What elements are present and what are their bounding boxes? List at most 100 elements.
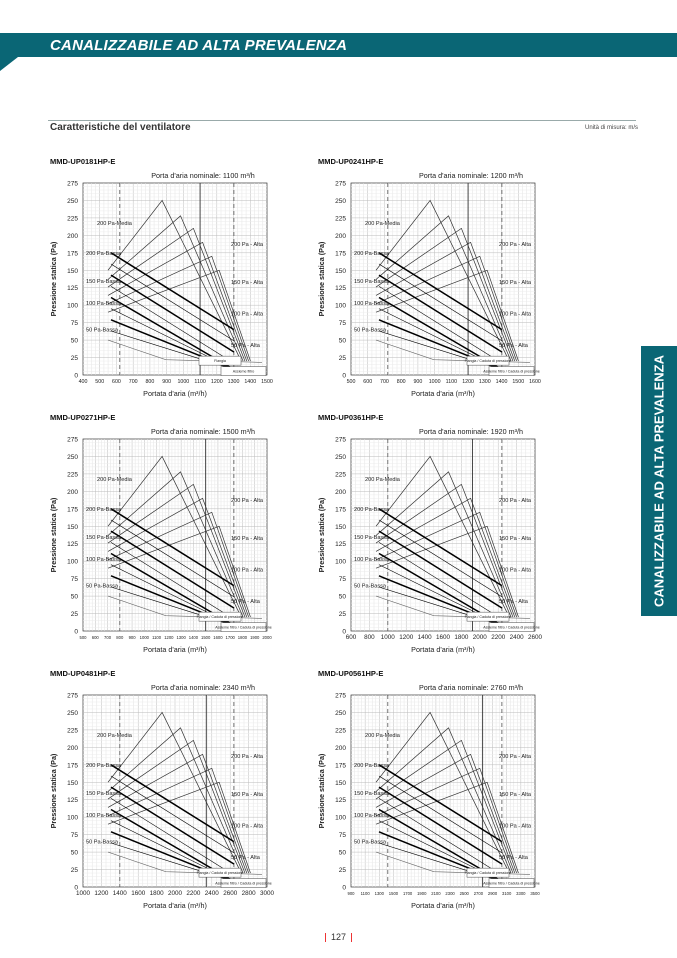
nominal-flow-label: Porta d'aria nominale: 1920 m³/h — [419, 427, 523, 436]
y-tick-label: 0 — [74, 373, 78, 380]
fan-curve — [107, 753, 248, 874]
curve-label-left: 200 Pa-Bassa — [86, 251, 122, 257]
curve-label-left: 200 Pa-Bassa — [86, 507, 122, 513]
curve-label-right: 50 Pa - Alta — [231, 343, 261, 349]
fan-curve — [107, 471, 244, 618]
curve-label-right: 50 Pa - Alta — [231, 855, 261, 861]
fan-curve — [107, 497, 248, 618]
y-tick-label: 0 — [342, 373, 346, 380]
side-tab-label-wrap: CANALIZZABILE AD ALTA PREVALENZA — [641, 346, 677, 616]
curve-label-right: 150 Pa - Alta — [499, 536, 532, 542]
x-tick-label: 700 — [380, 379, 389, 385]
x-axis-label: Portata d'aria (m³/h) — [411, 901, 475, 910]
y-tick-label: 100 — [67, 303, 78, 310]
curve-label-left: 150 Pa-Bassa — [354, 535, 390, 541]
x-tick-label: 2000 — [262, 635, 272, 640]
fan-curve — [375, 455, 510, 618]
fan-curve — [375, 767, 517, 874]
fan-curve — [375, 215, 512, 362]
curve-label-right: 100 Pa - Alta — [499, 824, 532, 830]
page-title: CANALIZZABILE AD ALTA PREVALENZA — [50, 37, 348, 54]
y-tick-label: 50 — [71, 338, 79, 345]
curve-label-left: 200 Pa-Bassa — [354, 251, 390, 257]
y-tick-label: 150 — [335, 780, 346, 787]
x-tick-label: 700 — [104, 635, 112, 640]
chart-svg: 0 25 50 75 100 125 150 175 200 225 250 275 1000 1200 1… — [49, 683, 275, 910]
resistance-curve — [378, 274, 503, 353]
curve-label-left: 50 Pa-Bassa — [86, 840, 119, 846]
resistance-curve — [110, 798, 235, 876]
x-tick-label: 1700 — [226, 635, 236, 640]
y-tick-label: 75 — [71, 320, 79, 327]
x-tick-label: 1100 — [194, 379, 205, 385]
y-tick-label: 0 — [342, 885, 346, 892]
legend-filter-box — [488, 366, 535, 376]
y-tick-label: 25 — [339, 611, 347, 618]
fan-curve — [375, 227, 514, 362]
curve-label-left: 200 Pa-Media — [365, 733, 401, 739]
footer-bar-left — [324, 933, 326, 943]
curve-label-left: 100 Pa-Bassa — [354, 557, 390, 563]
y-tick-label: 125 — [67, 541, 78, 548]
x-axis-label: Portata d'aria (m³/h) — [411, 645, 475, 654]
y-tick-label: 225 — [335, 471, 346, 478]
y-tick-label: 225 — [67, 727, 78, 734]
y-tick-label: 275 — [335, 181, 346, 188]
resistance-curve — [110, 764, 235, 843]
units-note: Unità di misura: m/s — [585, 125, 639, 131]
y-tick-label: 0 — [342, 629, 346, 636]
x-tick-label: 1200 — [164, 635, 174, 640]
fan-chart-2: 0 25 50 75 100 125 150 175 200 225 250 275 500 600 700… — [313, 170, 548, 410]
fan-curve — [107, 711, 242, 874]
y-tick-label: 25 — [71, 611, 79, 618]
y-tick-label: 0 — [74, 885, 78, 892]
x-tick-label: 700 — [129, 379, 138, 385]
x-tick-label: 1400 — [189, 635, 199, 640]
curve-label-right: 100 Pa - Alta — [499, 312, 532, 318]
y-tick-label: 175 — [67, 506, 78, 513]
curve-label-right: 200 Pa - Alta — [231, 242, 264, 248]
curve-label-right: 100 Pa - Alta — [231, 312, 264, 318]
x-tick-label: 1600 — [529, 379, 541, 385]
curve-label-left: 100 Pa-Bassa — [354, 813, 390, 819]
curve-label-left: 50 Pa-Bassa — [354, 840, 387, 846]
x-tick-label: 1300 — [479, 379, 491, 385]
x-tick-label: 2600 — [223, 890, 238, 897]
legend-flange: Flangia / Caduta di pressione — [197, 871, 244, 875]
y-tick-label: 225 — [67, 215, 78, 222]
legend-filter: Assieme filtro / Caduta di pressione — [483, 370, 540, 374]
x-tick-label: 1600 — [131, 890, 146, 897]
fan-curve — [375, 471, 512, 618]
y-tick-label: 150 — [67, 780, 78, 787]
fan-curve — [107, 241, 248, 362]
y-tick-label: 200 — [67, 489, 78, 496]
x-tick-label: 3000 — [260, 890, 275, 897]
y-tick-label: 125 — [67, 797, 78, 804]
curve-label-right: 50 Pa - Alta — [499, 599, 529, 605]
y-tick-label: 250 — [67, 198, 78, 205]
x-tick-label: 900 — [129, 635, 137, 640]
fan-curves — [375, 455, 531, 627]
legend-flange-box — [198, 867, 242, 878]
x-tick-label: 2600 — [528, 634, 543, 641]
x-tick-label: 600 — [346, 634, 357, 641]
footer-bar-right — [351, 933, 353, 943]
x-tick-label: 1200 — [462, 379, 474, 385]
y-tick-label: 200 — [335, 233, 346, 240]
fan-curve — [375, 727, 512, 874]
y-tick-label: 250 — [335, 710, 346, 717]
side-tab — [641, 346, 677, 616]
x-axis-label: Portata d'aria (m³/h) — [143, 901, 207, 910]
curve-label-left: 200 Pa-Bassa — [86, 763, 122, 769]
y-tick-label: 150 — [335, 268, 346, 275]
x-tick-label: 2900 — [488, 891, 498, 896]
x-tick-label: 2000 — [168, 890, 183, 897]
fan-curve — [107, 455, 242, 618]
curve-label-left: 50 Pa-Bassa — [86, 584, 119, 590]
x-tick-label: 500 — [80, 635, 88, 640]
model-title-6: MMD-UP0561HP-E — [318, 669, 384, 678]
model-title-1: MMD-UP0181HP-E — [50, 157, 116, 166]
x-tick-label: 3300 — [516, 891, 526, 896]
curve-label-left: 200 Pa-Bassa — [354, 763, 390, 769]
model-title-2: MMD-UP0241HP-E — [318, 157, 384, 166]
